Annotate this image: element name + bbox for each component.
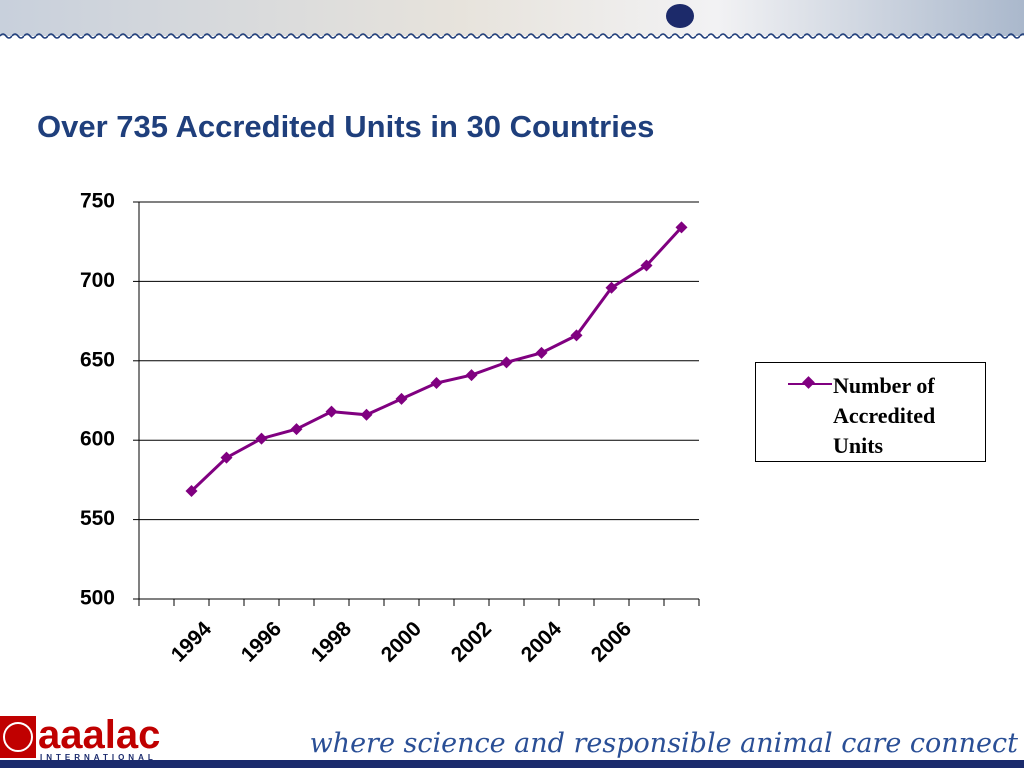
y-tick-label: 500 <box>80 587 115 610</box>
legend-label: Number of Accredited Units <box>833 373 936 458</box>
legend-key <box>788 376 832 389</box>
x-tick-label: 2002 <box>447 617 496 666</box>
y-tick-label: 750 <box>80 190 115 213</box>
y-tick-label: 550 <box>80 507 115 530</box>
point-marker <box>430 377 443 390</box>
x-tick-label: 2006 <box>587 617 636 666</box>
point-marker <box>395 392 408 405</box>
point-marker <box>185 485 198 498</box>
point-marker <box>465 369 478 382</box>
logo-sub: INTERNATIONAL <box>40 753 157 762</box>
x-tick-label: 2004 <box>517 617 567 667</box>
y-tick-label: 600 <box>80 428 115 451</box>
logo-text: aaalac <box>38 713 160 757</box>
point-marker <box>570 329 583 342</box>
banner <box>0 0 1024 36</box>
plot-area: 500 550 600 650 700 750 1994 1996 1998 2000 2002 20… <box>80 190 700 667</box>
y-tick-label: 700 <box>80 269 115 292</box>
point-marker <box>675 221 688 234</box>
tagline: where science and responsible animal car… <box>310 728 1019 759</box>
point-marker <box>360 408 373 421</box>
x-tick-label: 2000 <box>377 617 426 666</box>
legend-marker <box>802 376 815 389</box>
x-tick-label: 1994 <box>167 617 217 667</box>
series-line <box>190 226 683 493</box>
banner-wave <box>0 33 1024 41</box>
logo-globe <box>3 722 33 752</box>
point-marker <box>325 405 338 418</box>
point-marker <box>255 432 268 445</box>
point-marker <box>640 259 653 272</box>
legend: Number of Accredited Units <box>755 362 986 462</box>
x-tick-label: 1996 <box>237 617 286 666</box>
point-marker <box>605 281 618 294</box>
banner-eye <box>666 4 694 28</box>
point-marker <box>500 356 513 369</box>
x-tick-label: 1998 <box>307 617 357 667</box>
point-marker <box>220 451 233 464</box>
y-tick-label: 650 <box>80 348 115 371</box>
point-marker <box>535 346 548 359</box>
chart-title: Over 735 Accredited Units in 30 Countrie… <box>37 109 654 144</box>
point-marker <box>290 423 303 436</box>
footer-bar <box>0 760 1024 768</box>
